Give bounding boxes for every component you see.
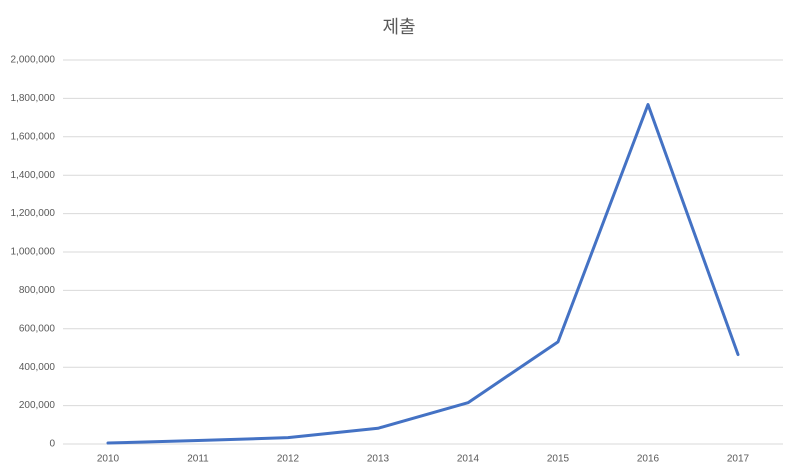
y-tick-label: 200,000 [19,400,56,411]
y-tick-label: 0 [49,439,55,450]
y-tick-label: 1,400,000 [11,170,56,181]
y-tick-label: 1,000,000 [11,247,56,258]
y-tick-label: 400,000 [19,362,56,373]
y-tick-label: 800,000 [19,285,56,296]
x-tick-label: 2017 [727,454,750,465]
chart-title: 제출 [382,17,415,37]
x-tick-label: 2012 [277,454,300,465]
y-tick-label: 2,000,000 [11,55,56,66]
x-tick-label: 2011 [187,454,209,465]
x-tick-label: 2010 [97,454,120,465]
x-tick-label: 2013 [367,454,390,465]
y-tick-label: 600,000 [19,323,56,334]
x-tick-label: 2014 [457,454,480,465]
y-tick-label: 1,200,000 [11,208,56,219]
y-tick-label: 1,800,000 [11,93,56,104]
series-line [106,103,740,445]
y-tick-label: 1,600,000 [11,131,56,142]
x-tick-label: 2016 [637,454,660,465]
x-tick-label: 2015 [547,454,570,465]
